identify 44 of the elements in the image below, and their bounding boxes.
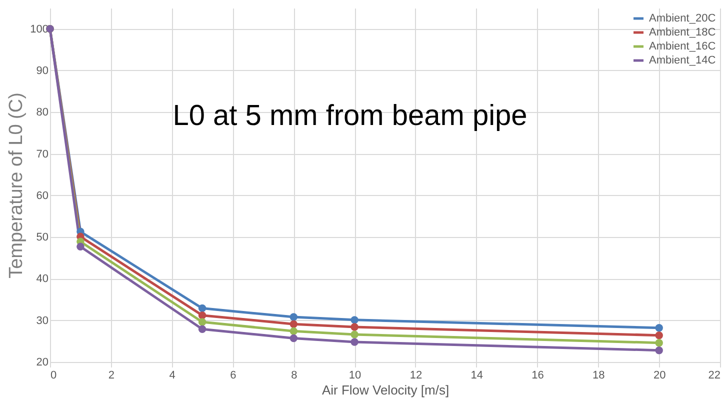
x-tick-label: 10 bbox=[348, 370, 362, 382]
legend-label: Ambient_18C bbox=[649, 26, 716, 38]
point bbox=[350, 323, 358, 331]
legend-label: Ambient_16C bbox=[649, 40, 716, 52]
y-axis-title: Temperature of L0 (C) bbox=[6, 92, 28, 278]
x-tick-label: 22 bbox=[708, 370, 720, 382]
y-tick-label: 50 bbox=[36, 232, 48, 244]
point bbox=[655, 346, 663, 354]
point bbox=[290, 327, 298, 336]
x-axis-title: Air Flow Velocity [m/s] bbox=[322, 382, 450, 398]
point bbox=[76, 242, 84, 251]
point bbox=[290, 334, 298, 342]
x-tick-label: 12 bbox=[410, 370, 422, 382]
y-tick-label: 70 bbox=[36, 148, 48, 160]
x-tick-label: 0 bbox=[50, 370, 57, 382]
x-tick-label: 20 bbox=[653, 370, 666, 382]
legend-label: Ambient_14C bbox=[649, 54, 716, 66]
point bbox=[350, 330, 358, 338]
y-tick-label: 40 bbox=[36, 273, 48, 286]
y-tick-label: 80 bbox=[36, 106, 48, 119]
point bbox=[350, 316, 358, 324]
point bbox=[290, 320, 298, 328]
point bbox=[290, 313, 298, 321]
x-tick-label: 4 bbox=[169, 370, 176, 382]
point bbox=[655, 331, 663, 340]
y-tick-label: 60 bbox=[36, 190, 48, 202]
point bbox=[198, 304, 206, 312]
point bbox=[655, 324, 663, 332]
point bbox=[198, 325, 206, 333]
legend-label: Ambient_20C bbox=[649, 12, 716, 24]
point bbox=[198, 311, 206, 320]
x-tick-label: 16 bbox=[532, 370, 544, 382]
y-tick-label: 20 bbox=[36, 356, 48, 368]
x-tick-label: 14 bbox=[470, 370, 483, 382]
x-tick-label: 18 bbox=[592, 370, 605, 382]
point bbox=[655, 338, 663, 347]
point bbox=[198, 318, 206, 326]
x-tick-label: 8 bbox=[291, 370, 298, 382]
point bbox=[350, 338, 358, 346]
x-tick-label: 2 bbox=[108, 370, 114, 382]
y-tick-label: 30 bbox=[36, 314, 48, 327]
x-tick-label: 6 bbox=[230, 370, 236, 382]
y-tick-label: 90 bbox=[36, 64, 48, 77]
text: L0 at 5 mm from beam pipe bbox=[172, 100, 528, 132]
